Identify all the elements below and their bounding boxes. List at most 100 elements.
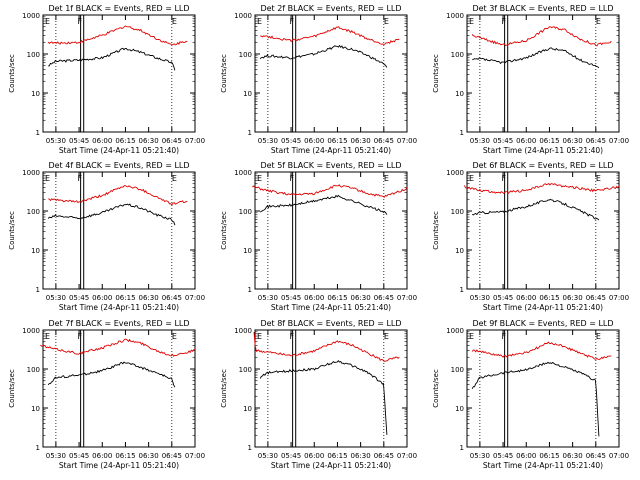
series-line-events — [48, 47, 176, 71]
x-tick-label: 06:15 — [327, 452, 347, 460]
marker-label: E — [257, 17, 262, 26]
x-tick-label: 05:30 — [258, 294, 278, 302]
x-tick-label: 07:00 — [609, 294, 629, 302]
x-tick-label: 06:00 — [92, 452, 112, 460]
x-tick-label: 07:00 — [609, 137, 629, 145]
x-tick-label: 05:45 — [69, 137, 89, 145]
plot-frame — [42, 329, 196, 448]
plot-frame — [254, 171, 408, 290]
y-tick-label: 1000 — [234, 169, 252, 177]
x-tick-label: 06:45 — [162, 137, 182, 145]
y-axis-label: Counts/sec — [432, 211, 440, 250]
marker-label: E — [172, 174, 177, 183]
panel-det-8: Det 8f BLACK = Events, RED = LLD F E E 1 10 10… — [220, 319, 417, 470]
y-tick-label: 10 — [455, 405, 464, 413]
marker-label: F — [290, 332, 295, 341]
series-line-lld — [463, 183, 620, 195]
x-tick-label: 06:30 — [351, 294, 371, 302]
x-tick-label: 05:30 — [258, 452, 278, 460]
panel-title: Det 6f BLACK = Events, RED = LLD — [472, 161, 613, 170]
y-axis-label: Counts/sec — [220, 369, 228, 408]
y-tick-label: 10 — [31, 90, 40, 98]
y-tick-label: 1000 — [234, 327, 252, 335]
plot-frame — [42, 171, 196, 290]
marker-label: E — [172, 332, 177, 341]
x-tick-label: 06:00 — [92, 137, 112, 145]
x-axis-label: Start Time (24-Apr-11 05:21:40) — [59, 461, 179, 470]
marker-label: E — [596, 174, 601, 183]
x-tick-label: 05:45 — [281, 452, 301, 460]
x-tick-label: 06:30 — [139, 137, 159, 145]
x-tick-label: 06:15 — [539, 452, 559, 460]
x-tick-label: 06:30 — [139, 452, 159, 460]
x-tick-label: 06:15 — [539, 294, 559, 302]
x-tick-label: 07:00 — [185, 452, 205, 460]
y-tick-label: 100 — [239, 208, 252, 216]
y-tick-label: 10 — [455, 247, 464, 255]
y-tick-label: 100 — [27, 366, 40, 374]
marker-label: F — [78, 332, 83, 341]
x-tick-label: 06:15 — [115, 452, 135, 460]
x-tick-label: 06:15 — [115, 137, 135, 145]
x-tick-label: 07:00 — [397, 137, 417, 145]
plot-frame — [254, 14, 408, 133]
y-tick-label: 1 — [460, 129, 464, 137]
x-tick-label: 05:30 — [46, 294, 66, 302]
x-tick-label: 05:45 — [69, 452, 89, 460]
series-line-events — [259, 194, 388, 215]
x-tick-label: 06:00 — [304, 294, 324, 302]
series-line-events — [259, 44, 388, 68]
panel-title: Det 7f BLACK = Events, RED = LLD — [48, 319, 189, 328]
y-tick-label: 1000 — [446, 169, 464, 177]
x-tick-label: 06:30 — [139, 294, 159, 302]
y-axis-label: Counts/sec — [432, 54, 440, 93]
x-tick-label: 07:00 — [609, 452, 629, 460]
series-line-events — [471, 198, 600, 221]
series-line-lld — [47, 25, 188, 46]
marker-label: E — [469, 332, 474, 341]
marker-label: F — [78, 174, 83, 183]
y-axis-label: Counts/sec — [8, 369, 16, 408]
x-tick-label: 06:00 — [304, 137, 324, 145]
panel-det-6: Det 6f BLACK = Events, RED = LLD F E E 1 10 10… — [432, 161, 629, 312]
x-tick-label: 06:30 — [351, 137, 371, 145]
panel-det-7: Det 7f BLACK = Events, RED = LLD F E E 1 10 10… — [8, 319, 205, 470]
y-tick-label: 1 — [460, 286, 464, 294]
panel-title: Det 4f BLACK = Events, RED = LLD — [48, 161, 189, 170]
x-tick-label: 06:00 — [516, 294, 536, 302]
marker-label: E — [45, 17, 50, 26]
x-tick-label: 05:45 — [281, 137, 301, 145]
y-tick-label: 1000 — [234, 12, 252, 20]
y-tick-label: 10 — [31, 247, 40, 255]
marker-label: F — [290, 174, 295, 183]
marker-label: F — [502, 332, 507, 341]
y-tick-label: 100 — [451, 366, 464, 374]
series-line-events — [471, 361, 600, 437]
y-axis-label: Counts/sec — [220, 54, 228, 93]
x-axis-label: Start Time (24-Apr-11 05:21:40) — [59, 146, 179, 155]
y-tick-label: 10 — [243, 90, 252, 98]
y-tick-label: 10 — [243, 405, 252, 413]
x-tick-label: 06:00 — [92, 294, 112, 302]
x-tick-label: 06:45 — [586, 137, 606, 145]
x-tick-label: 06:15 — [115, 294, 135, 302]
series-line-lld — [471, 341, 612, 360]
series-line-lld — [253, 332, 400, 362]
panel-title: Det 8f BLACK = Events, RED = LLD — [260, 319, 401, 328]
x-tick-label: 06:15 — [539, 137, 559, 145]
y-tick-label: 100 — [239, 51, 252, 59]
panel-det-9: Det 9f BLACK = Events, RED = LLD F E E 1 10 10… — [432, 319, 629, 470]
y-tick-label: 1000 — [446, 327, 464, 335]
x-tick-label: 05:45 — [69, 294, 89, 302]
y-tick-label: 1 — [248, 444, 252, 452]
y-tick-label: 1 — [248, 129, 252, 137]
marker-label: E — [172, 17, 177, 26]
y-axis-label: Counts/sec — [220, 211, 228, 250]
x-axis-label: Start Time (24-Apr-11 05:21:40) — [483, 461, 603, 470]
x-tick-label: 06:45 — [162, 452, 182, 460]
series-line-events — [47, 203, 176, 226]
x-tick-label: 06:30 — [351, 452, 371, 460]
series-line-lld — [48, 185, 188, 206]
series-line-events — [259, 359, 388, 435]
